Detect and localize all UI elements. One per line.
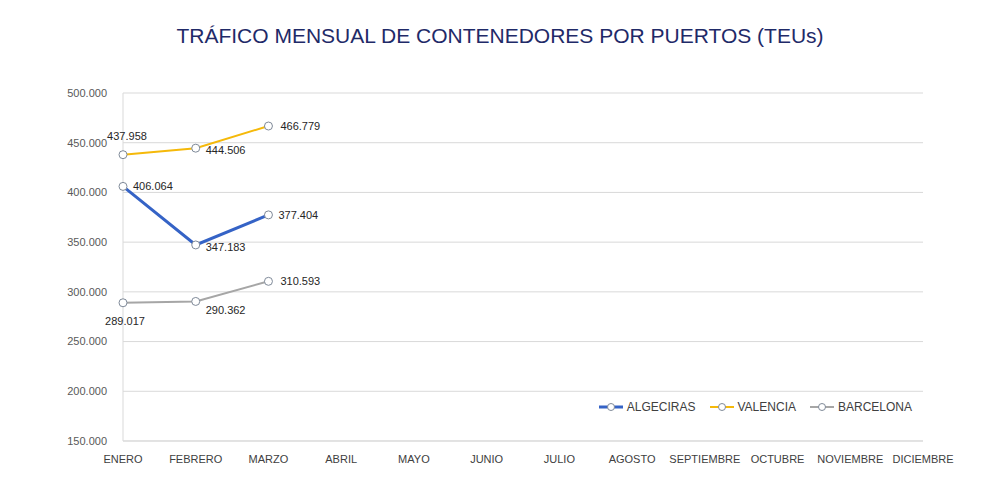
svg-text:289.017: 289.017 <box>105 315 145 327</box>
svg-text:347.183: 347.183 <box>206 241 246 253</box>
svg-text:437.958: 437.958 <box>107 130 147 142</box>
html-text:ALGECIRAS: ALGECIRAS <box>626 400 696 414</box>
svg-text:406.064: 406.064 <box>133 180 173 192</box>
svg-text:400.000: 400.000 <box>67 186 107 198</box>
svg-text:MAYO: MAYO <box>398 453 430 465</box>
svg-text:NOVIEMBRE: NOVIEMBRE <box>817 453 883 465</box>
svg-text:300.000: 300.000 <box>67 286 107 298</box>
svg-text:JUNIO: JUNIO <box>470 453 503 465</box>
svg-text:444.506: 444.506 <box>206 144 246 156</box>
svg-text:290.362: 290.362 <box>206 304 246 316</box>
svg-text:200.000: 200.000 <box>67 385 107 397</box>
html-text:VALENCIA: VALENCIA <box>737 400 796 414</box>
svg-text:310.593: 310.593 <box>280 275 320 287</box>
svg-text:450.000: 450.000 <box>67 137 107 149</box>
svg-text:SEPTIEMBRE: SEPTIEMBRE <box>669 453 740 465</box>
svg-text:377.404: 377.404 <box>278 209 318 221</box>
svg-text:OCTUBRE: OCTUBRE <box>751 453 805 465</box>
html-text:TRÁFICO MENSUAL DE CONTENEDORE: TRÁFICO MENSUAL DE CONTENEDORES POR PUER… <box>176 24 824 47</box>
svg-text:ABRIL: ABRIL <box>325 453 357 465</box>
svg-text:150.000: 150.000 <box>67 435 107 447</box>
svg-text:AGOSTO: AGOSTO <box>609 453 656 465</box>
svg-text:MARZO: MARZO <box>249 453 289 465</box>
svg-text:350.000: 350.000 <box>67 236 107 248</box>
svg-text:FEBRERO: FEBRERO <box>169 453 223 465</box>
svg-text:250.000: 250.000 <box>67 335 107 347</box>
svg-text:466.779: 466.779 <box>280 120 320 132</box>
svg-text:JULIO: JULIO <box>544 453 576 465</box>
svg-text:500.000: 500.000 <box>67 87 107 99</box>
html-text:BARCELONA: BARCELONA <box>838 400 912 414</box>
svg-text:DICIEMBRE: DICIEMBRE <box>892 453 953 465</box>
svg-text:ENERO: ENERO <box>103 453 143 465</box>
